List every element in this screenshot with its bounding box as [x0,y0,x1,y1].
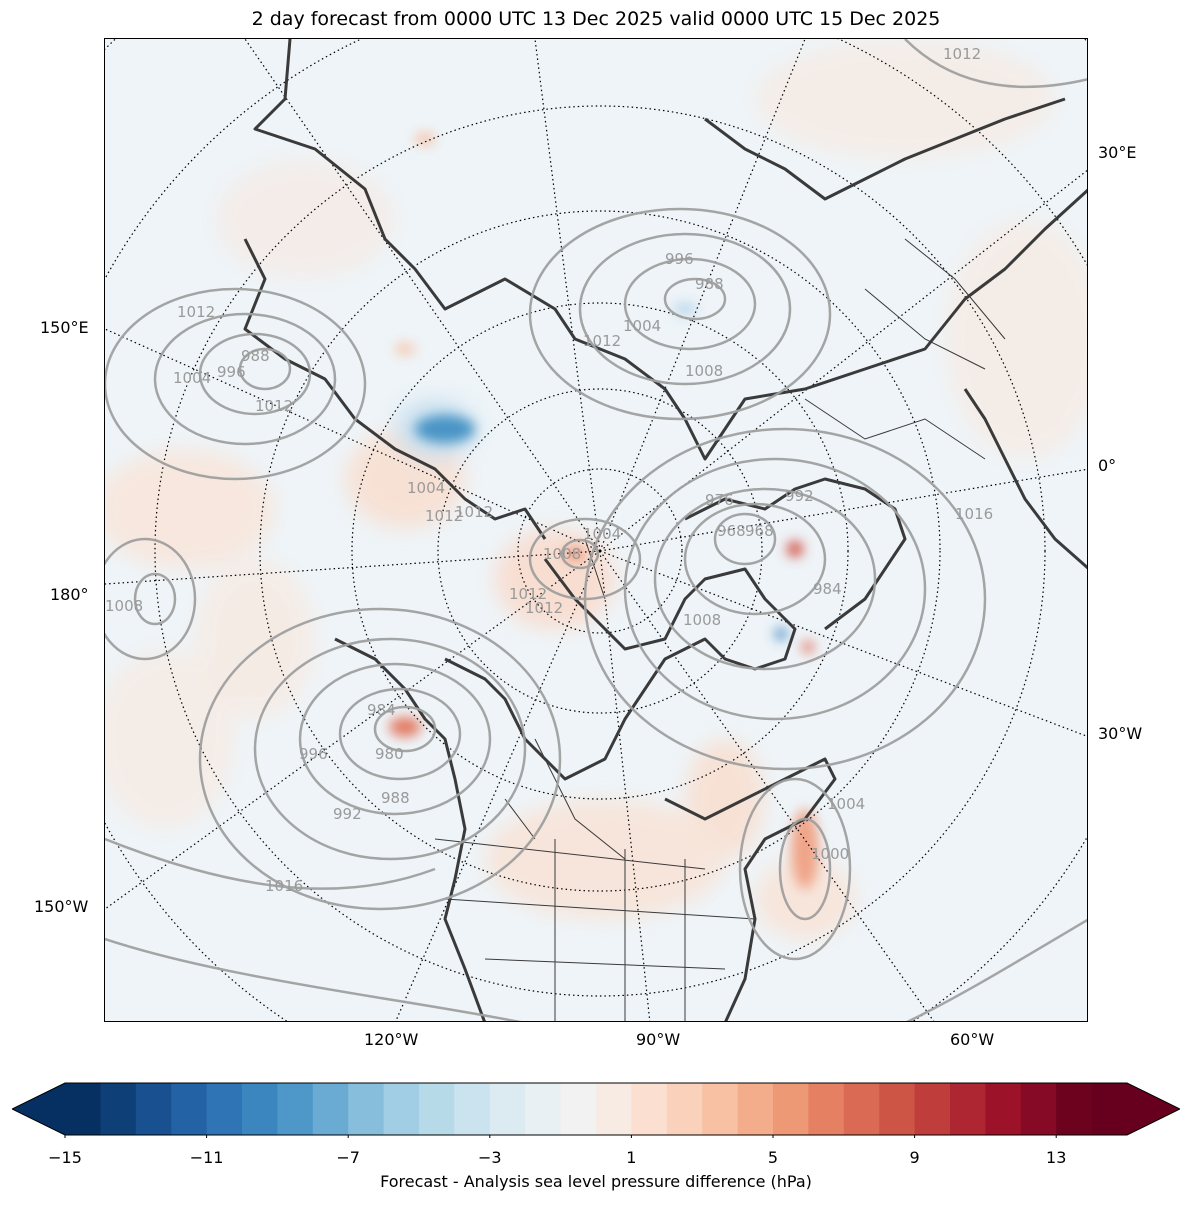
colorbar-tick-label: −11 [189,1148,224,1167]
colorbar-bin [702,1083,739,1135]
colorbar-tick-label: −7 [336,1148,360,1167]
coastlines [243,39,1087,1021]
lon-label-60w: 60°W [950,1030,995,1049]
colorbar-bin [171,1083,208,1135]
colorbar-bin [277,1083,314,1135]
colorbar-under-arrow [12,1083,65,1135]
colorbar-bin [1091,1083,1128,1135]
isobar-label: 968 [717,522,746,540]
isobar-label: 1012 [509,585,547,603]
isobar-label: 980 [375,745,404,763]
colorbar-bin [950,1083,986,1135]
lon-label-0: 0° [1098,456,1117,475]
colorbar-bin [879,1083,916,1135]
colorbar-tick-label: −15 [48,1148,82,1167]
colorbar-bin [65,1083,101,1135]
isobar-label: 1012 [455,503,493,521]
isobar-label: 1012 [177,303,215,321]
colorbar-bin [206,1083,243,1135]
isobar-label: 1000 [811,845,849,863]
isobar-label: 988 [241,347,270,365]
isobar-labels: 1012 1012 988 996 1004 1012 1012 1008 10… [105,45,993,895]
colorbar-bin [631,1083,668,1135]
isobar-label: 1012 [583,332,621,350]
isobar-label: 1004 [583,525,621,543]
isobar-label: 1004 [827,795,865,813]
colorbar-bin [242,1083,278,1135]
isobar-label: 1012 [525,599,563,617]
map-title: 2 day forecast from 0000 UTC 13 Dec 2025… [251,8,941,30]
colorbar [12,1082,1180,1138]
colorbar-bin [737,1083,774,1135]
isobar-label: 992 [785,487,814,505]
isobar-label: 984 [367,701,396,719]
lon-label-30w: 30°W [1098,724,1143,743]
isobar-label: 1012 [425,507,463,525]
colorbar-bin [383,1083,420,1135]
isobar-label: 968 [745,522,774,540]
colorbar-bin [843,1083,880,1135]
isobar-label: 996 [299,745,328,763]
isobar-label: 1004 [407,479,445,497]
lon-label-30e: 30°E [1098,143,1137,162]
colorbar-bin [560,1083,597,1135]
colorbar-bin [419,1083,455,1135]
lon-label-150w: 150°W [34,897,89,916]
colorbar-bin [454,1083,491,1135]
isobar-label: 976 [705,491,734,509]
colorbar-bin [914,1083,951,1135]
colorbar-bin [808,1083,845,1135]
lon-label-180: 180° [50,585,89,604]
isobar-label: 988 [695,275,724,293]
isobar-label: 1012 [255,397,293,415]
map-panel[interactable]: 1012 1012 988 996 1004 1012 1012 1008 10… [104,38,1088,1022]
map-canvas: 1012 1012 988 996 1004 1012 1012 1008 10… [105,39,1087,1021]
lon-label-90w: 90°W [636,1030,681,1049]
isobar-label: 996 [665,250,694,268]
isobar-label: 1004 [173,369,211,387]
colorbar-over-arrow [1127,1083,1180,1135]
colorbar-tick-label: 9 [909,1148,920,1167]
isobar-label: 1016 [955,505,993,523]
isobar-label: 1008 [683,611,721,629]
isobar-label: 1004 [623,317,661,335]
isobar-label: 992 [333,805,362,823]
colorbar-bin [773,1083,809,1135]
colorbar-bin [666,1083,703,1135]
isobar-label: 1008 [543,545,581,563]
isobars [105,39,1087,1021]
colorbar-bin [985,1083,1022,1135]
lon-label-150e: 150°E [40,318,89,337]
colorbar-bin [135,1083,172,1135]
colorbar-tick-label: 1 [626,1148,637,1167]
isobar-label: 996 [217,363,246,381]
colorbar-label: Forecast - Analysis sea level pressure d… [380,1172,812,1191]
borders [434,238,1006,1021]
colorbar-bin [489,1083,526,1135]
isobar-label: 1012 [943,45,981,63]
colorbar-bin [596,1083,632,1135]
colorbar-bin [312,1083,349,1135]
colorbar-tick-label: 13 [1046,1148,1067,1167]
colorbar-bin [1056,1083,1093,1135]
colorbar-bin [100,1083,137,1135]
isobar-label: 984 [813,580,842,598]
isobar-label: 988 [381,789,410,807]
isobar-label: 1016 [265,877,303,895]
lon-label-120w: 120°W [364,1030,419,1049]
isobar-label: 1008 [685,362,723,380]
colorbar-tick-label: 5 [767,1148,779,1167]
colorbar-bins [65,1083,1128,1135]
colorbar-bin [348,1083,385,1135]
isobar-label: 1008 [105,597,143,615]
colorbar-bin [1020,1083,1057,1135]
colorbar-bin [525,1083,562,1135]
colorbar-tick-label: −3 [478,1148,502,1167]
